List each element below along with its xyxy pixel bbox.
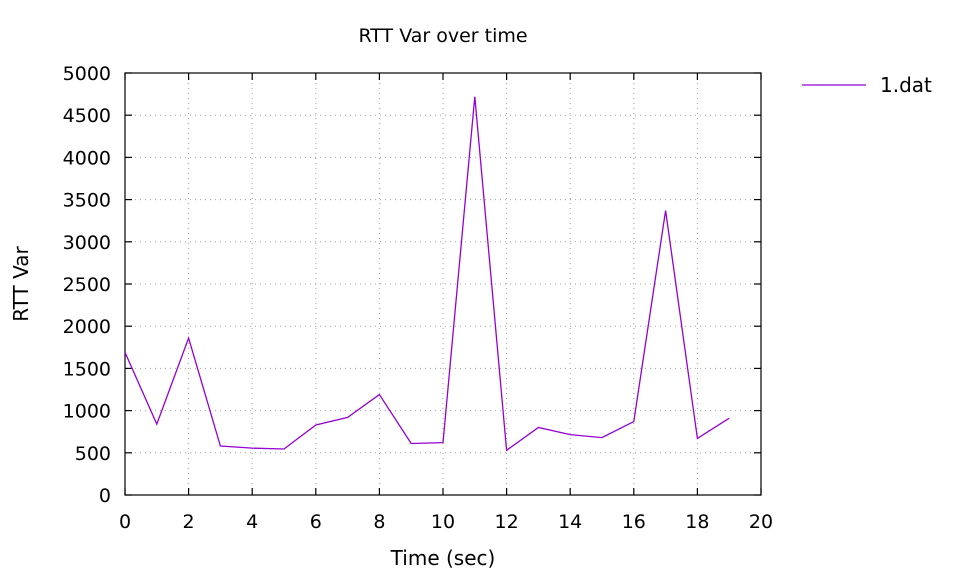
x-tick-labels: 0 2 4 6 8 10 12 14 16 18 20 [119,511,773,533]
x-tick-label: 20 [749,511,773,533]
x-tick-label: 14 [558,511,582,533]
x-tick-label: 6 [310,511,322,533]
chart-title: RTT Var over time [358,25,527,47]
y-tick-label: 1500 [63,358,111,380]
x-axis-label: Time (sec) [390,546,496,570]
x-tick-label: 4 [246,511,258,533]
legend: 1.dat [802,73,932,97]
x-tick-label: 18 [685,511,709,533]
y-tick-label: 3000 [63,232,111,254]
series-line-0 [124,96,730,452]
y-tick-label: 2500 [63,274,111,296]
y-tick-labels: 0 500 1000 1500 2000 2500 3000 3500 4000 4500 5000 [63,63,111,507]
legend-label-1-dat: 1.dat [880,73,932,97]
y-tick-label: 500 [75,443,111,465]
x-tick-label: 2 [183,511,195,533]
y-tick-label: 5000 [63,63,111,85]
y-tick-label: 2000 [63,316,111,338]
grid [125,73,761,495]
y-tick-label: 0 [99,485,111,507]
y-tick-label: 3500 [63,190,111,212]
plot-frame [124,72,762,496]
y-tick-label: 1000 [63,401,111,423]
y-tick-label: 4500 [63,105,111,127]
y-axis-label: RTT Var [9,245,33,321]
x-tick-label: 8 [373,511,385,533]
x-tick-label: 10 [431,511,455,533]
x-tick-label: 16 [622,511,646,533]
x-tick-label: 12 [495,511,519,533]
series-group [124,96,730,452]
y-tick-label: 4000 [63,147,111,169]
x-tick-label: 0 [119,511,131,533]
